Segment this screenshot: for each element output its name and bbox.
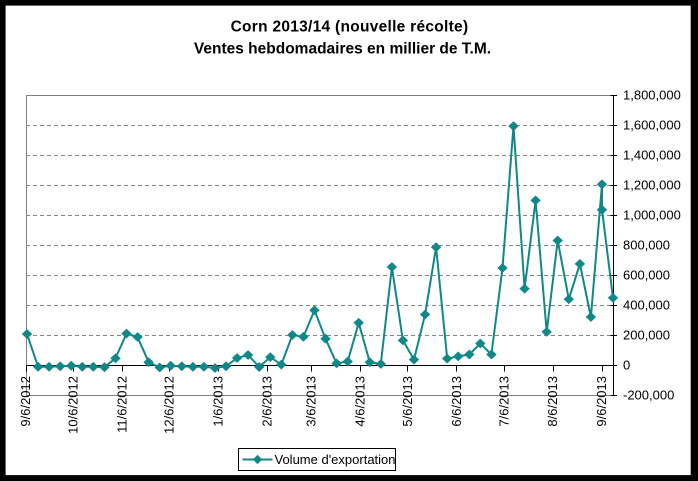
svg-text:9/6/2012: 9/6/2012	[18, 376, 33, 427]
svg-text:5/6/2013: 5/6/2013	[400, 376, 415, 427]
svg-text:11/6/2012: 11/6/2012	[114, 376, 129, 433]
svg-text:1,400,000: 1,400,000	[623, 148, 681, 163]
svg-text:Ventes hebdomadaires en millie: Ventes hebdomadaires en millier de T.M.	[194, 41, 491, 58]
svg-text:800,000: 800,000	[623, 238, 670, 253]
svg-text:600,000: 600,000	[623, 268, 670, 283]
svg-text:3/6/2013: 3/6/2013	[304, 376, 319, 427]
svg-text:1,200,000: 1,200,000	[623, 178, 681, 193]
svg-text:1,800,000: 1,800,000	[623, 88, 681, 103]
svg-text:12/6/2012: 12/6/2012	[162, 376, 177, 434]
svg-text:10/6/2012: 10/6/2012	[65, 376, 80, 434]
svg-text:Volume d'exportation: Volume d'exportation	[275, 452, 396, 467]
svg-text:6/6/2013: 6/6/2013	[449, 376, 464, 427]
svg-text:9/6/2013: 9/6/2013	[594, 376, 609, 427]
svg-text:8/6/2013: 8/6/2013	[545, 376, 560, 427]
svg-text:-200,000: -200,000	[623, 388, 674, 403]
svg-text:4/6/2013: 4/6/2013	[353, 376, 368, 427]
svg-text:Corn 2013/14 (nouvelle récolte: Corn 2013/14 (nouvelle récolte)	[231, 19, 469, 36]
svg-text:7/6/2013: 7/6/2013	[496, 376, 511, 427]
svg-text:1/6/2013: 1/6/2013	[211, 376, 226, 427]
svg-text:1,000,000: 1,000,000	[623, 208, 681, 223]
svg-text:2/6/2013: 2/6/2013	[260, 376, 275, 427]
svg-text:400,000: 400,000	[623, 298, 670, 313]
svg-text:1,600,000: 1,600,000	[623, 118, 681, 133]
svg-text:0: 0	[623, 358, 630, 373]
svg-text:200,000: 200,000	[623, 328, 670, 343]
